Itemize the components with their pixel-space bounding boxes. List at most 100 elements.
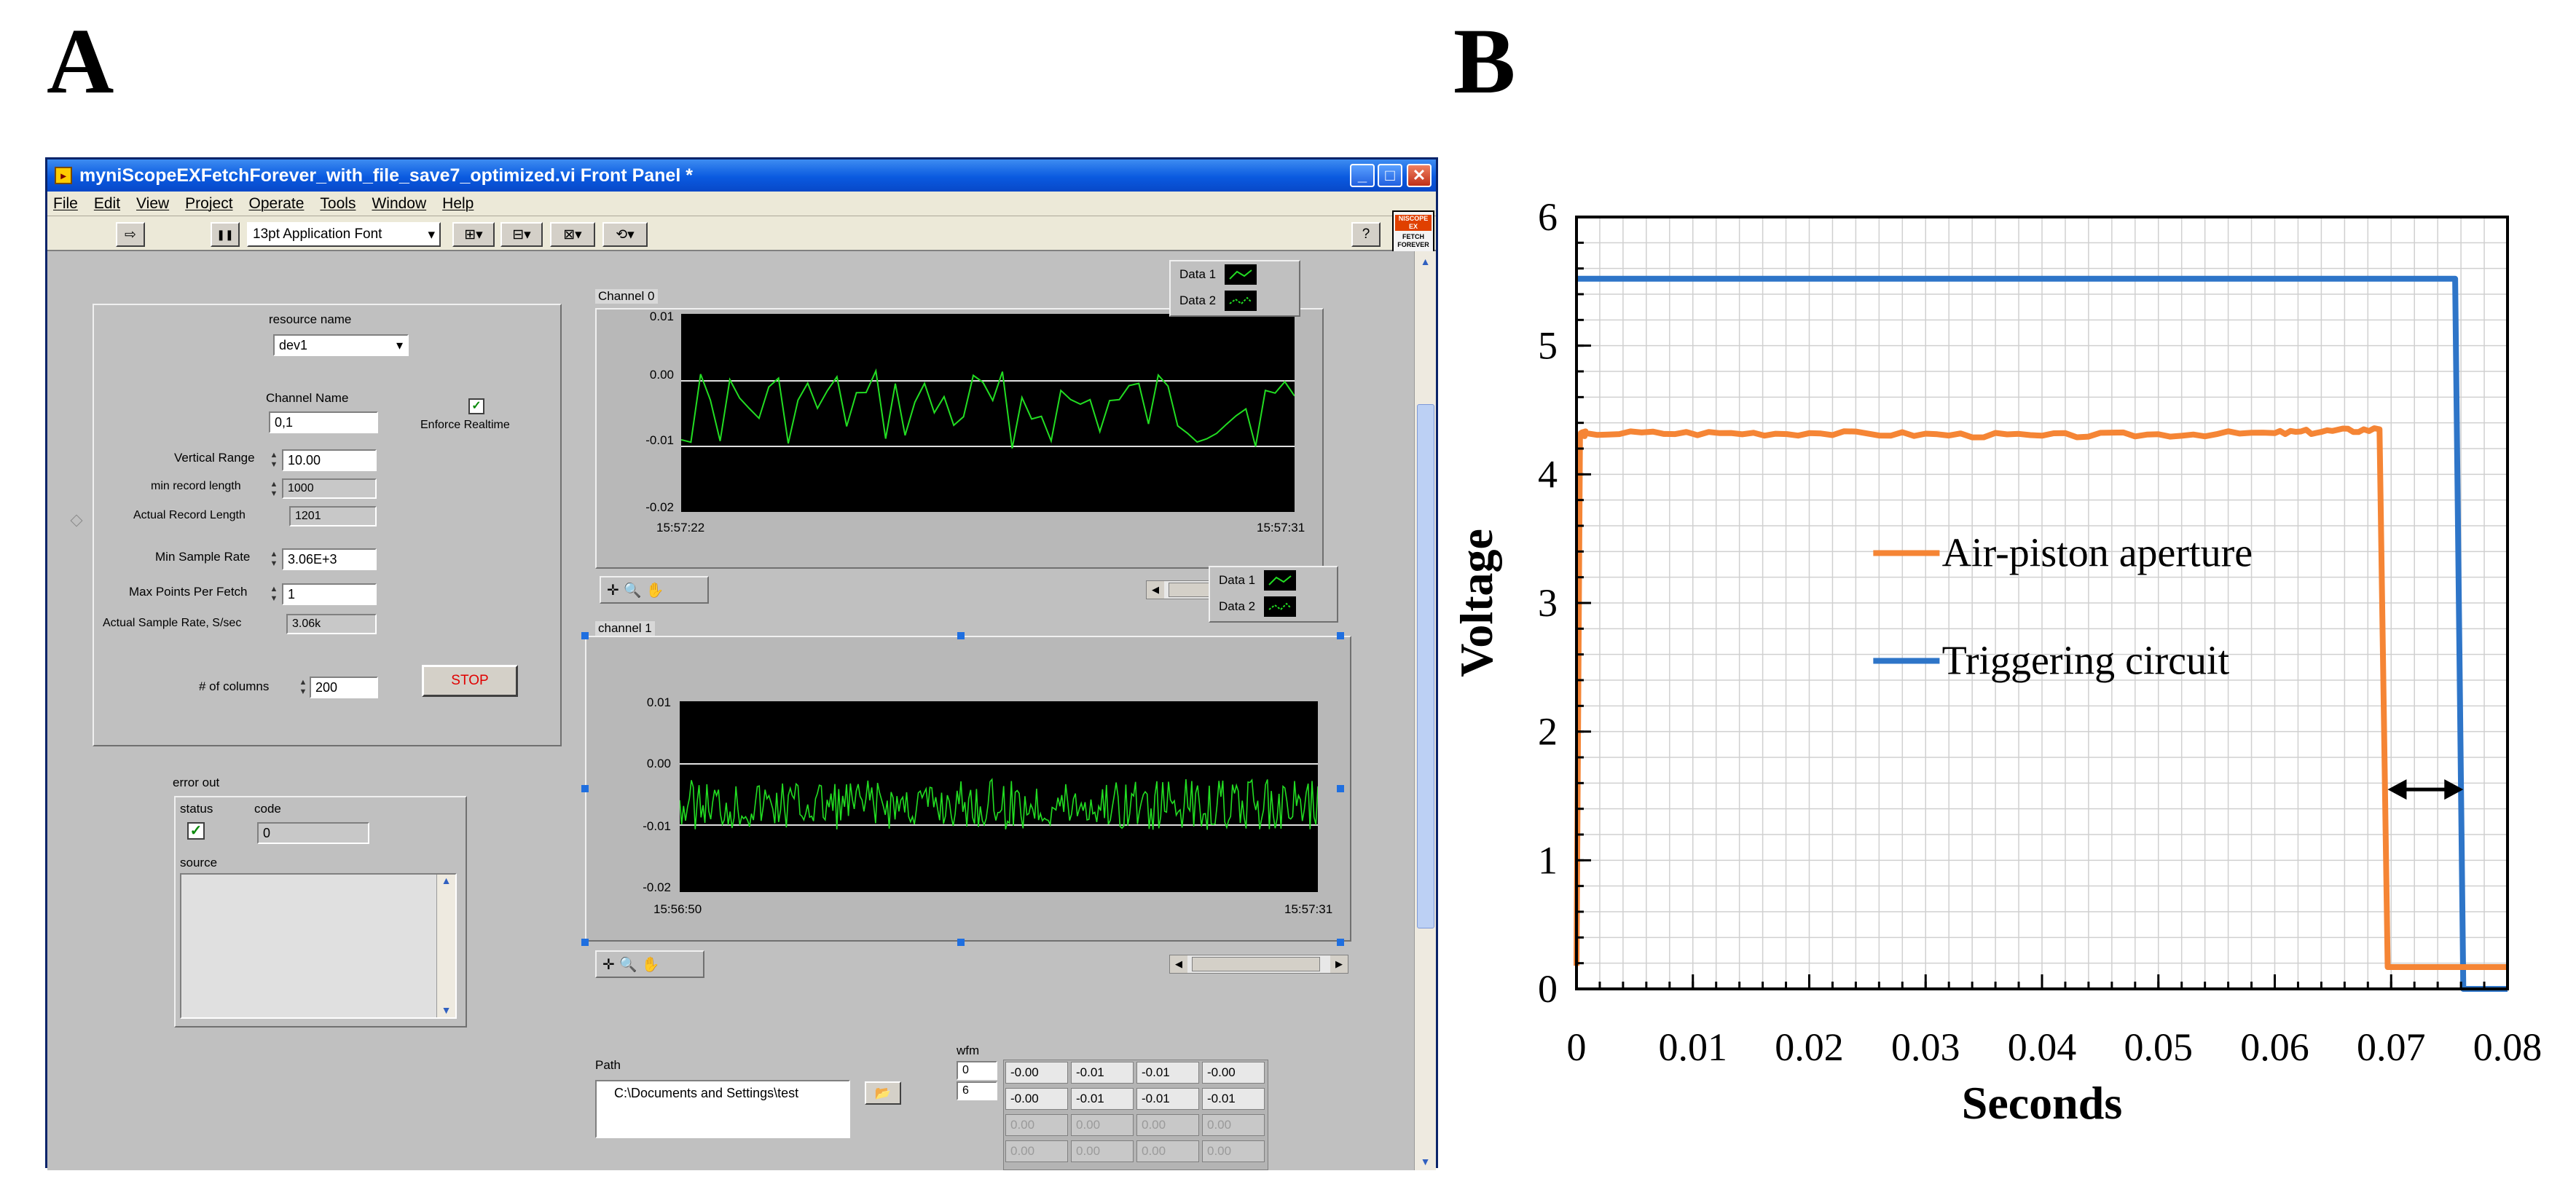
selection-handle[interactable] xyxy=(957,939,965,946)
stop-button[interactable]: STOP xyxy=(422,665,518,697)
max-points-spinner[interactable]: ▲ ▼ xyxy=(270,585,278,603)
channel-name-field[interactable]: 0,1 xyxy=(269,411,378,433)
min-record-length-spinner[interactable]: ▲ ▼ xyxy=(270,480,278,498)
reorder-icon[interactable]: ⟲▾ xyxy=(602,222,648,247)
browse-folder-icon[interactable]: 📂 xyxy=(865,1081,901,1105)
resource-name-value: dev1 xyxy=(279,337,308,352)
columns-spinner[interactable]: ▲ ▼ xyxy=(299,678,307,696)
wfm-index-row[interactable]: 0 xyxy=(957,1061,997,1080)
path-label: Path xyxy=(595,1058,621,1072)
front-panel: resource name dev1 ▾ Channel Name 0,1 ✓ … xyxy=(47,251,1414,1170)
scroll-thumb[interactable] xyxy=(1192,957,1320,971)
arrow-head-left xyxy=(2387,779,2407,800)
selection-handle[interactable] xyxy=(581,632,589,639)
graph1-label: channel 1 xyxy=(595,621,655,636)
menu-project[interactable]: Project xyxy=(185,194,233,212)
enforce-realtime-checkbox[interactable]: ✓ xyxy=(468,398,484,414)
wfm-cell[interactable]: 0.00 xyxy=(1071,1114,1134,1136)
maximize-button[interactable]: □ xyxy=(1378,164,1402,187)
scroll-thumb[interactable] xyxy=(1417,404,1434,928)
wfm-cell[interactable]: 0.00 xyxy=(1071,1140,1134,1162)
zoom-icon[interactable]: 🔍 xyxy=(619,956,637,973)
wfm-cell[interactable]: -0.00 xyxy=(1202,1062,1265,1084)
wfm-cell[interactable]: 0.00 xyxy=(1202,1114,1265,1136)
selection-handle[interactable] xyxy=(957,632,965,639)
scroll-up-icon[interactable]: ▲ xyxy=(1420,256,1431,267)
graph1-plot[interactable] xyxy=(680,701,1318,892)
graph1-hscroll[interactable]: ◀ ▶ xyxy=(1169,955,1348,974)
hand-pan-icon[interactable]: ✋ xyxy=(641,956,660,973)
menu-window[interactable]: Window xyxy=(372,194,427,212)
toolbar: ⇨ ❚❚ 13pt Application Font ▾ ⊞▾ ⊟▾ ⊠▾ ⟲▾… xyxy=(47,216,1436,251)
font-dropdown[interactable]: 13pt Application Font ▾ xyxy=(247,222,441,247)
selection-handle[interactable] xyxy=(1337,785,1344,792)
wfm-cell[interactable]: 0.00 xyxy=(1005,1114,1068,1136)
wfm-cell[interactable]: -0.01 xyxy=(1202,1088,1265,1110)
scroll-left-icon[interactable]: ◀ xyxy=(1170,955,1187,973)
selection-handle[interactable] xyxy=(581,785,589,792)
graph0-legend[interactable]: Data 1 Data 2 xyxy=(1169,260,1300,317)
cursor-crosshair-icon[interactable]: ✛ xyxy=(607,582,619,599)
menu-view[interactable]: View xyxy=(136,194,170,212)
distribute-objects-icon[interactable]: ⊟▾ xyxy=(500,222,543,247)
minimize-button[interactable]: _ xyxy=(1350,164,1375,187)
resource-name-select[interactable]: dev1 ▾ xyxy=(273,334,409,356)
run-arrow-icon[interactable]: ⇨ xyxy=(116,222,145,247)
scroll-up-icon[interactable]: ▲ xyxy=(441,875,452,886)
min-record-length-field[interactable]: 1000 xyxy=(282,478,377,499)
path-field[interactable]: C:\Documents and Settings\test xyxy=(595,1080,850,1138)
selection-handle[interactable] xyxy=(1337,939,1344,946)
menu-help[interactable]: Help xyxy=(442,194,474,212)
vertical-range-spinner[interactable]: ▲ ▼ xyxy=(270,451,278,469)
selection-handle[interactable] xyxy=(581,939,589,946)
min-sample-rate-spinner[interactable]: ▲ ▼ xyxy=(270,550,278,568)
cursor-crosshair-icon[interactable]: ✛ xyxy=(602,956,615,973)
wfm-cell[interactable]: -0.00 xyxy=(1005,1088,1068,1110)
align-objects-icon[interactable]: ⊞▾ xyxy=(452,222,495,247)
min-sample-rate-field[interactable]: 3.06E+3 xyxy=(282,548,377,570)
wfm-cell[interactable]: -0.01 xyxy=(1136,1062,1199,1084)
chart-grid xyxy=(1576,216,2508,990)
columns-field[interactable]: 200 xyxy=(310,677,378,698)
wfm-index-col[interactable]: 6 xyxy=(957,1081,997,1100)
hand-pan-icon[interactable]: ✋ xyxy=(645,582,664,599)
arrow-head-right xyxy=(2444,779,2464,800)
scroll-left-icon[interactable]: ◀ xyxy=(1147,581,1164,599)
y-tick-label: 0 xyxy=(1538,967,1558,1011)
source-label: source xyxy=(180,856,218,869)
wfm-cell[interactable]: 0.00 xyxy=(1136,1114,1199,1136)
graph1-frame: 0.01 0.00 -0.01 -0.02 15:56:50 15:57:31 xyxy=(585,636,1351,942)
wfm-cell[interactable]: -0.01 xyxy=(1071,1088,1134,1110)
panel-vscroll[interactable]: ▲ ▼ xyxy=(1414,251,1436,1170)
wfm-cell[interactable]: -0.01 xyxy=(1071,1062,1134,1084)
source-textbox[interactable] xyxy=(180,873,457,1019)
graph0-time-end: 15:57:31 xyxy=(1257,521,1305,535)
context-help-icon[interactable]: ? xyxy=(1351,222,1381,247)
scroll-right-icon[interactable]: ▶ xyxy=(1330,955,1348,973)
selection-handle[interactable] xyxy=(1337,632,1344,639)
resize-objects-icon[interactable]: ⊠▾ xyxy=(550,222,595,247)
wfm-cell[interactable]: 0.00 xyxy=(1005,1140,1068,1162)
zoom-icon[interactable]: 🔍 xyxy=(623,582,642,599)
graph1-legend[interactable]: Data 1 Data 2 xyxy=(1209,566,1338,623)
scroll-down-icon[interactable]: ▼ xyxy=(1420,1156,1431,1167)
scroll-down-icon[interactable]: ▼ xyxy=(441,1004,452,1016)
menu-file[interactable]: File xyxy=(53,194,78,212)
wfm-cell[interactable]: -0.00 xyxy=(1005,1062,1068,1084)
vertical-range-field[interactable]: 10.00 xyxy=(282,449,377,471)
close-button[interactable]: ✕ xyxy=(1407,164,1432,187)
menu-tools[interactable]: Tools xyxy=(320,194,356,212)
window-titlebar[interactable]: ▸ myniScopeEXFetchForever_with_file_save… xyxy=(47,159,1436,192)
source-scrollbar[interactable]: ▲ ▼ xyxy=(436,875,455,1017)
graph0-plot[interactable] xyxy=(681,314,1295,512)
max-points-field[interactable]: 1 xyxy=(282,583,377,605)
menu-edit[interactable]: Edit xyxy=(93,194,121,212)
pause-icon[interactable]: ❚❚ xyxy=(211,222,240,247)
wfm-cell[interactable]: 0.00 xyxy=(1202,1140,1265,1162)
menu-operate[interactable]: Operate xyxy=(248,194,305,212)
resize-node-icon xyxy=(70,514,83,527)
wfm-cell[interactable]: -0.01 xyxy=(1136,1088,1199,1110)
graph1-ytick-2: -0.01 xyxy=(643,819,671,833)
wfm-cell[interactable]: 0.00 xyxy=(1136,1140,1199,1162)
